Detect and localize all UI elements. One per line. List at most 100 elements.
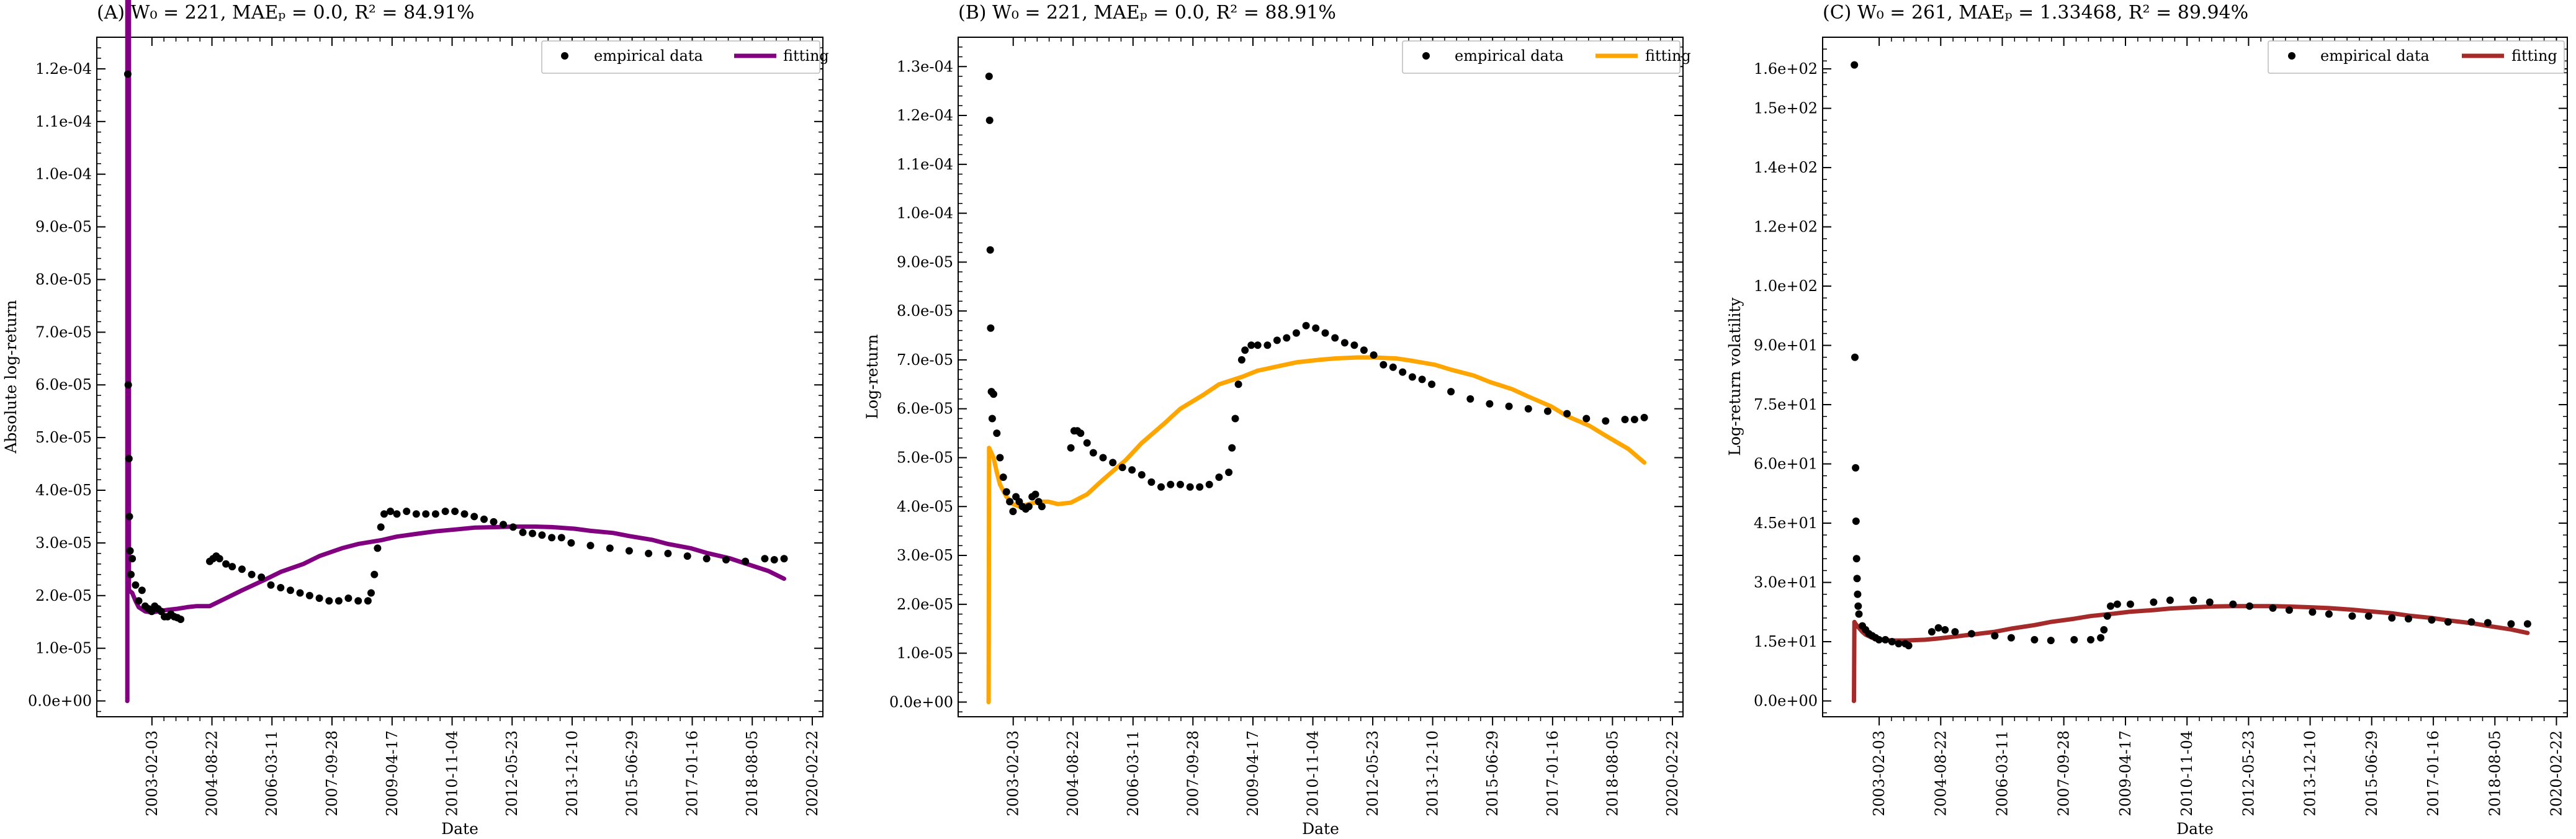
panel-a-empirical-point (509, 523, 517, 531)
panel-b-x-tick-label: 2018-08-05 (1604, 730, 1621, 816)
panel-c-empirical-point (2467, 618, 2475, 626)
panel-b-empirical-point (999, 473, 1007, 481)
panel-c-empirical-point (2507, 620, 2515, 628)
panel-a-empirical-point (125, 455, 133, 463)
panel-c-x-tick-label: 2007-09-28 (2055, 730, 2073, 816)
panel-a-title: (A) W₀ = 221, MAEₚ = 0.0, R² = 84.91% (97, 2, 475, 24)
panel-c-x-tick-label: 2006-03-11 (1993, 730, 2011, 816)
panel-a-empirical-point (287, 586, 294, 594)
panel-c-empirical-point (1888, 638, 1896, 645)
panel-a-y-tick-label: 8.0e-05 (35, 271, 92, 288)
panel-b-empirical-point (985, 73, 993, 80)
panel-a-empirical-point (470, 513, 478, 521)
panel-b-y-axis-label: Log-return (863, 334, 881, 419)
panel-b-empirical-point (1292, 329, 1300, 337)
panel-b-empirical-point (1582, 415, 1591, 423)
panel-c-empirical-point (2309, 608, 2317, 616)
panel-b: (B) W₀ = 221, MAEₚ = 0.0, R² = 88.91% 0.… (863, 2, 1691, 838)
panel-c-empirical-point (2206, 598, 2214, 606)
panel-b-legend-box (1402, 40, 1681, 74)
panel-c-empirical-point (1855, 610, 1863, 618)
panel-a-y-tick-label: 4.0e-05 (35, 482, 92, 499)
panel-b-y-tick-label: 1.3e-04 (897, 58, 953, 75)
panel-c-legend-label-fitting: fitting (2511, 47, 2557, 65)
panel-b-empirical-point (1408, 373, 1416, 381)
panel-a-y-tick-label: 1.0e-05 (35, 640, 92, 657)
panel-c-empirical-point (1941, 626, 1949, 634)
panel-b-empirical-point (1083, 439, 1091, 447)
panel-b-empirical-point (1466, 395, 1474, 403)
panel-a-x-tick-label: 2018-08-05 (743, 730, 761, 816)
panel-b-empirical-point (1237, 356, 1245, 364)
panel-c-y-tick-label: 3.0e+01 (1754, 574, 1818, 591)
panel-b-empirical-point (988, 415, 996, 423)
panel-a-y-tick-label: 6.0e-05 (35, 376, 92, 393)
panel-b-empirical-point (1147, 478, 1156, 486)
panel-c-empirical-point (1991, 632, 1999, 640)
panel-a-empirical-point (367, 589, 375, 597)
panel-c-legend-marker-empirical (2288, 52, 2296, 60)
panel-a-empirical-point (645, 549, 653, 557)
panel-a-empirical-point (354, 597, 362, 605)
panel-b-plot-frame (958, 37, 1684, 717)
panel-c-empirical-point (2113, 600, 2121, 608)
panel-b-y-tick-label: 7.0e-05 (897, 351, 953, 369)
panel-a-legend-label-fitting: fitting (783, 47, 829, 65)
panel-b-x-tick-label: 2020-02-22 (1664, 730, 1681, 816)
panel-c-x-tick-label: 2004-08-22 (1932, 730, 1949, 816)
panel-c-empirical-point (2087, 635, 2094, 644)
panel-b-y-tick-label: 3.0e-05 (897, 547, 953, 564)
panel-c-empirical-point (2007, 634, 2015, 642)
panel-c-y-tick-label: 4.5e+01 (1754, 514, 1818, 532)
panel-b-empirical-point (1621, 416, 1629, 423)
panel-b-empirical-point (1340, 339, 1349, 347)
panel-c-x-tick-label: 2015-06-29 (2363, 730, 2381, 816)
panel-c-x-tick-label: 2003-02-03 (1870, 730, 1888, 816)
panel-c-empirical-point (1875, 635, 1883, 644)
panel-b-empirical-point (1067, 444, 1075, 452)
panel-c-empirical-point (1852, 464, 1860, 472)
panel-c-empirical-point (1852, 555, 1860, 563)
panel-a-empirical-point (125, 513, 133, 521)
panel-c-empirical-point (1852, 517, 1860, 525)
panel-a-y-axis: 0.0e+00 1.0e-05 2.0e-05 3.0e-05 4.0e-05 5.0e-… (28, 37, 823, 712)
panel-b-empirical-point (1486, 400, 1494, 408)
panel-a-empirical-point (606, 544, 614, 552)
panel-a-empirical-point (238, 565, 246, 573)
panel-a-legend-marker-empirical (561, 52, 568, 60)
panel-c-legend-label-empirical: empirical data (2320, 47, 2430, 65)
panel-b-y-tick-label: 1.1e-04 (897, 156, 953, 173)
panel-c-empirical-point (2097, 634, 2105, 642)
panel-a-x-tick-label: 2013-12-10 (563, 730, 581, 816)
panel-b-empirical-point (1077, 429, 1085, 437)
panel-a-x-tick-label: 2006-03-11 (263, 730, 280, 816)
panel-c-y-axis-label: Log-return volatility (1726, 297, 1744, 455)
panel-a-x-tick-label: 2017-01-16 (684, 730, 701, 816)
panel-a-empirical-point (222, 560, 230, 568)
panel-b-empirical-point (1418, 375, 1426, 384)
panel-c-x-axis-label: Date (2176, 820, 2214, 838)
panel-a-x-tick-label: 2007-09-28 (323, 730, 341, 816)
panel-b-empirical-point (1399, 368, 1407, 376)
panel-b-empirical-point (1263, 341, 1272, 349)
panel-a-empirical-point (380, 510, 388, 518)
panel-a-empirical-point (325, 597, 333, 605)
panel-c-empirical-point (2107, 602, 2114, 610)
panel-b-x-tick-label: 2012-05-23 (1364, 730, 1381, 816)
panel-a-y-tick-label: 5.0e-05 (35, 429, 92, 446)
panel-b-empirical-point (1505, 402, 1513, 410)
panel-a-legend-label-empirical: empirical data (594, 47, 703, 65)
panel-a-empirical-point (412, 510, 420, 518)
panel-b-empirical-point (1157, 483, 1165, 491)
panel-a-empirical-point (135, 597, 143, 605)
panel-b-empirical-point (1302, 321, 1310, 330)
panel-a-y-tick-label: 0.0e+00 (28, 693, 92, 710)
panel-c-empirical-point (1854, 602, 1862, 610)
panel-b-marks (985, 73, 1648, 704)
panel-b-empirical-point (1099, 454, 1107, 462)
panel-b-legend-marker-empirical (1422, 52, 1430, 60)
panel-a-empirical-point (625, 547, 633, 555)
panel-a-y-tick-label: 1.1e-04 (35, 113, 92, 130)
panel-c-empirical-point (2285, 606, 2293, 614)
panel-a-empirical-point (315, 594, 323, 602)
